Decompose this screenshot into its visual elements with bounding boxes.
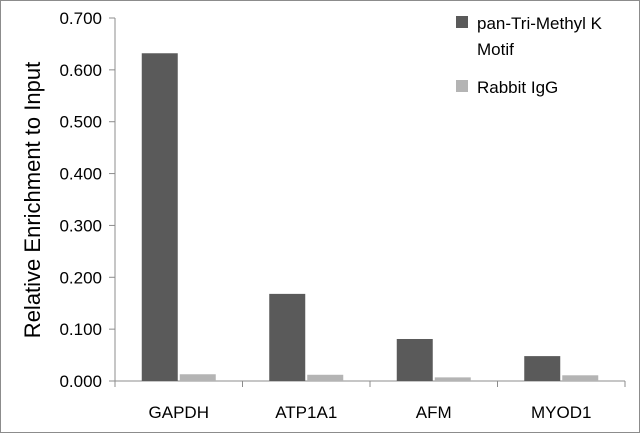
y-tick-label: 0.500 (59, 113, 102, 132)
legend-label: Rabbit IgG (477, 78, 558, 97)
legend-swatch (456, 80, 468, 92)
legend: pan-Tri-Methyl K Motif Rabbit IgG (456, 14, 603, 97)
legend-label: pan-Tri-Methyl K (477, 14, 603, 33)
x-tick-label: GAPDH (149, 403, 209, 422)
bar-pan-tri-methyl-k-motif-atp1a1 (269, 293, 306, 381)
y-axis-label: Relative Enrichment to Input (20, 62, 45, 338)
legend-swatch (456, 16, 468, 28)
y-tick-label: 0.300 (59, 216, 102, 235)
legend-label: Motif (477, 40, 514, 59)
x-tick-label: MYOD1 (531, 403, 591, 422)
x-tick-label: ATP1A1 (275, 403, 337, 422)
y-tick-label: 0.000 (59, 372, 102, 391)
y-tick-label: 0.600 (59, 61, 102, 80)
x-tick-label: AFM (416, 403, 452, 422)
bar-rabbit-igg-gapdh (179, 374, 216, 381)
y-tick-label: 0.200 (59, 268, 102, 287)
y-tick-label: 0.700 (59, 9, 102, 28)
bar-rabbit-igg-afm (434, 377, 471, 381)
bar-pan-tri-methyl-k-motif-afm (396, 338, 433, 381)
bar-pan-tri-methyl-k-motif-gapdh (141, 53, 178, 382)
bars (141, 53, 599, 382)
x-axis: GAPDH ATP1A1 AFM MYOD1 (114, 380, 626, 422)
bar-pan-tri-methyl-k-motif-myod1 (524, 356, 561, 381)
bar-rabbit-igg-atp1a1 (307, 374, 344, 381)
y-tick-label: 0.100 (59, 320, 102, 339)
y-tick-label: 0.400 (59, 165, 102, 184)
y-axis: 0.000 0.100 0.200 0.300 0.400 0.500 0.600 0.700 (59, 9, 116, 391)
bar-rabbit-igg-myod1 (562, 375, 599, 381)
